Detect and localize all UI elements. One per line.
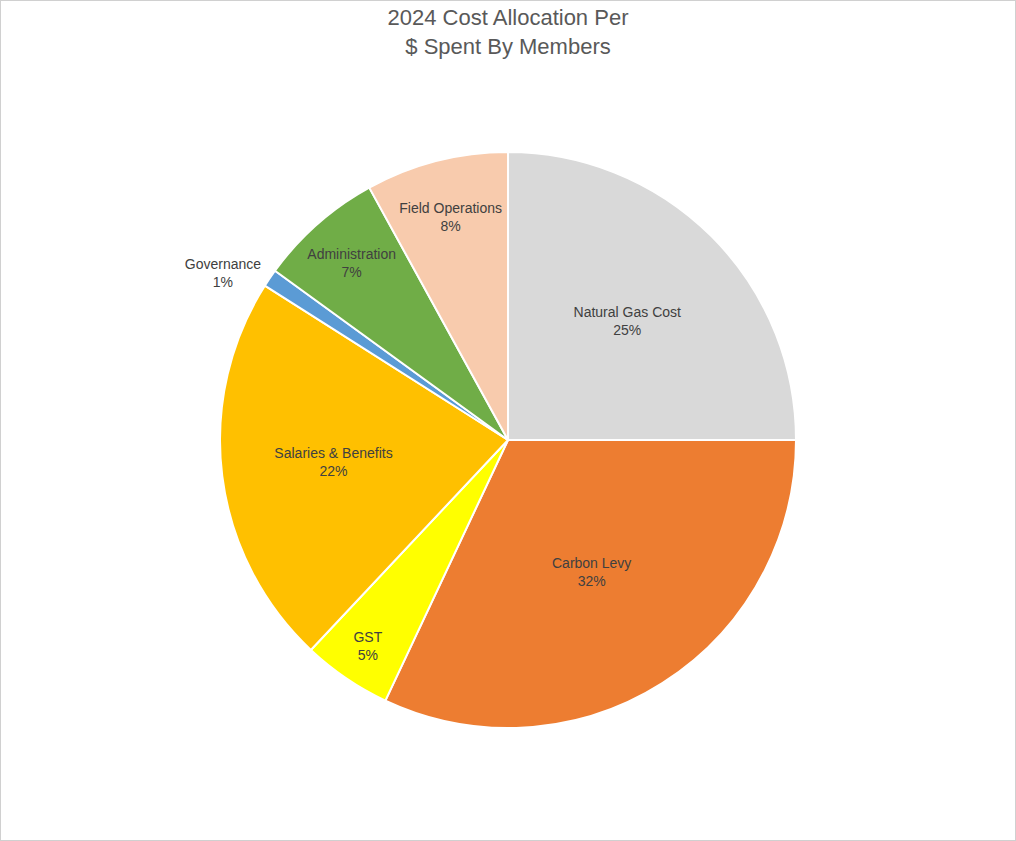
svg-text:Governance1%: Governance1% (185, 256, 261, 290)
svg-text:Carbon Levy32%: Carbon Levy32% (552, 555, 631, 589)
svg-text:Field Operations8%: Field Operations8% (399, 200, 502, 234)
svg-text:GST5%: GST5% (353, 629, 382, 663)
svg-text:Administration7%: Administration7% (307, 246, 396, 280)
svg-text:Natural Gas Cost25%: Natural Gas Cost25% (574, 304, 681, 338)
svg-text:2024 Cost Allocation Per$ Spen: 2024 Cost Allocation Per$ Spent By Membe… (388, 5, 629, 59)
svg-text:Salaries & Benefits22%: Salaries & Benefits22% (274, 445, 392, 479)
